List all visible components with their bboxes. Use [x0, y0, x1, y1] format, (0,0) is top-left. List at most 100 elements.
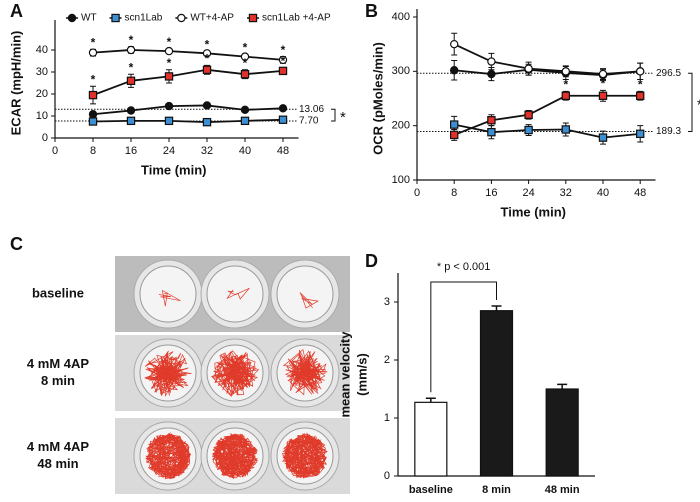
- y-tick-label: 20: [36, 88, 48, 100]
- y-tick-label: 0: [384, 470, 390, 482]
- marker: [240, 116, 250, 126]
- y-tick-label: 40: [36, 44, 48, 56]
- y-tick-label: 200: [392, 120, 410, 132]
- reference-label: 13.06: [299, 104, 324, 115]
- marker: [202, 65, 212, 74]
- track: [158, 289, 181, 307]
- significance-star: *: [638, 78, 643, 92]
- marker: [635, 129, 645, 139]
- error-bar: [557, 383, 568, 389]
- y-axis-title: OCR (pMoles/min): [370, 42, 385, 155]
- marker: [240, 69, 250, 79]
- marker: [524, 110, 533, 119]
- row-label: 4 mM 4AP: [27, 356, 89, 371]
- x-tick-label: 48: [634, 187, 646, 199]
- marker: [202, 117, 212, 127]
- series-line: [92, 104, 284, 116]
- significance-star: *: [167, 56, 172, 70]
- significance-bracket: [430, 281, 497, 393]
- series-line: [454, 123, 641, 139]
- row-label: 8 min: [41, 373, 75, 388]
- marker: [202, 101, 212, 110]
- reference-label: 296.5: [656, 68, 681, 79]
- series-line: [92, 118, 284, 124]
- marker: [635, 91, 645, 100]
- marker: [487, 69, 496, 79]
- significance-label: * p < 0.001: [437, 261, 491, 273]
- y-axis-title: (mm/s): [354, 353, 369, 396]
- significance-star: *: [563, 78, 568, 92]
- significance-star: *: [281, 54, 286, 68]
- bar: [414, 401, 448, 477]
- marker: [487, 57, 496, 66]
- panel-letter: C: [10, 234, 23, 254]
- reference-bracket: [331, 108, 336, 122]
- significance-star: *: [205, 52, 210, 66]
- legend-label: scn1Lab: [125, 13, 163, 24]
- significance-star: *: [243, 56, 248, 70]
- track: [226, 287, 250, 300]
- x-axis-title: Time (min): [501, 204, 567, 219]
- x-tick-label: baseline: [409, 484, 453, 496]
- marker: [561, 67, 571, 76]
- legend-marker: [111, 13, 120, 23]
- marker: [126, 116, 136, 126]
- marker: [278, 115, 288, 124]
- x-tick-label: 16: [485, 187, 497, 199]
- y-axis-title: ECAR (mpH/min): [8, 31, 23, 136]
- track: [281, 432, 328, 479]
- x-tick-label: 48 min: [545, 484, 580, 496]
- marker: [88, 90, 98, 100]
- track: [144, 350, 192, 398]
- marker: [450, 66, 459, 75]
- panel-letter: A: [10, 1, 23, 21]
- x-tick-label: 40: [239, 145, 251, 157]
- well: [206, 265, 264, 323]
- series-line: [453, 94, 641, 136]
- row-label: 4 mM 4AP: [27, 439, 89, 454]
- marker: [278, 55, 288, 65]
- x-tick-label: 24: [522, 187, 534, 199]
- reference-label: 189.3: [656, 126, 681, 137]
- marker: [278, 66, 288, 76]
- marker: [88, 117, 98, 126]
- marker: [278, 104, 288, 113]
- marker: [487, 116, 496, 125]
- error-bar: [491, 305, 502, 311]
- legend-marker: [248, 13, 258, 23]
- marker: [240, 105, 250, 115]
- y-tick-label: 2: [384, 354, 390, 366]
- y-tick-label: 3: [384, 296, 390, 308]
- marker: [598, 69, 608, 79]
- significance-star: *: [129, 33, 134, 47]
- y-tick-label: 10: [36, 110, 48, 122]
- significance-star: *: [243, 41, 248, 55]
- marker: [126, 76, 136, 85]
- legend-label: WT+4-AP: [190, 13, 234, 24]
- marker: [598, 91, 608, 100]
- significance-star: *: [281, 43, 286, 57]
- marker: [561, 125, 571, 134]
- series-line: [92, 68, 284, 96]
- significance-star: *: [129, 60, 134, 74]
- track: [299, 292, 320, 309]
- marker: [164, 72, 174, 81]
- legend-marker: [177, 13, 186, 23]
- well: [276, 265, 334, 323]
- marker: [524, 125, 533, 135]
- row-label: baseline: [32, 285, 84, 300]
- bar: [479, 310, 514, 477]
- panel-letter: D: [365, 251, 378, 271]
- reference-label: 7.70: [299, 116, 319, 127]
- marker: [450, 39, 459, 49]
- x-tick-label: 8 min: [482, 484, 511, 496]
- x-tick-label: 8: [90, 145, 96, 157]
- marker: [524, 64, 533, 73]
- x-tick-label: 48: [277, 145, 289, 157]
- marker: [202, 49, 212, 58]
- series-line: [453, 43, 641, 75]
- x-tick-label: 16: [125, 145, 137, 157]
- marker: [126, 45, 136, 55]
- marker: [450, 120, 459, 129]
